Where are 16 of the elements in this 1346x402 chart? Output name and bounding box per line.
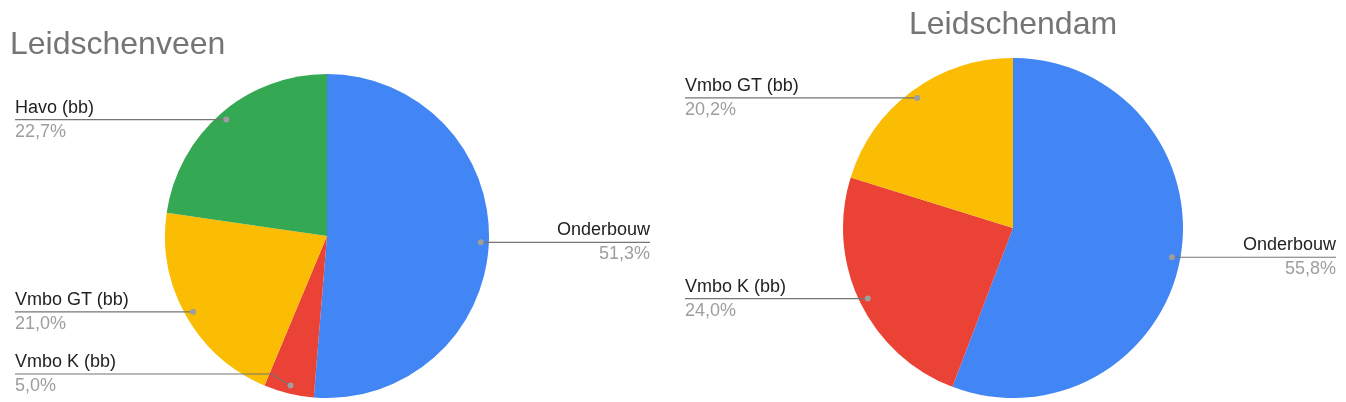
data-label: 20,2% [685,98,737,119]
data-label: 51,3% [598,243,650,264]
slice-label: Vmbo K (bb) [15,350,117,371]
data-label: 22,7% [15,120,67,141]
slice-label: Onderbouw [556,219,651,240]
data-label: 55,8% [1284,258,1336,279]
slice-label: Vmbo K (bb) [685,275,787,296]
slice-label: Onderbouw [1242,234,1337,255]
slice-label: Vmbo GT (bb) [685,74,799,95]
data-label: 21,0% [15,312,67,333]
slice-label: Vmbo GT (bb) [15,288,129,309]
chart-title: Leidschendam [908,4,1118,41]
data-label: 5,0% [15,374,57,395]
chart-title: Leidschenveen [10,24,226,61]
data-label: 24,0% [685,299,737,320]
slice-label: Havo (bb) [15,96,95,117]
